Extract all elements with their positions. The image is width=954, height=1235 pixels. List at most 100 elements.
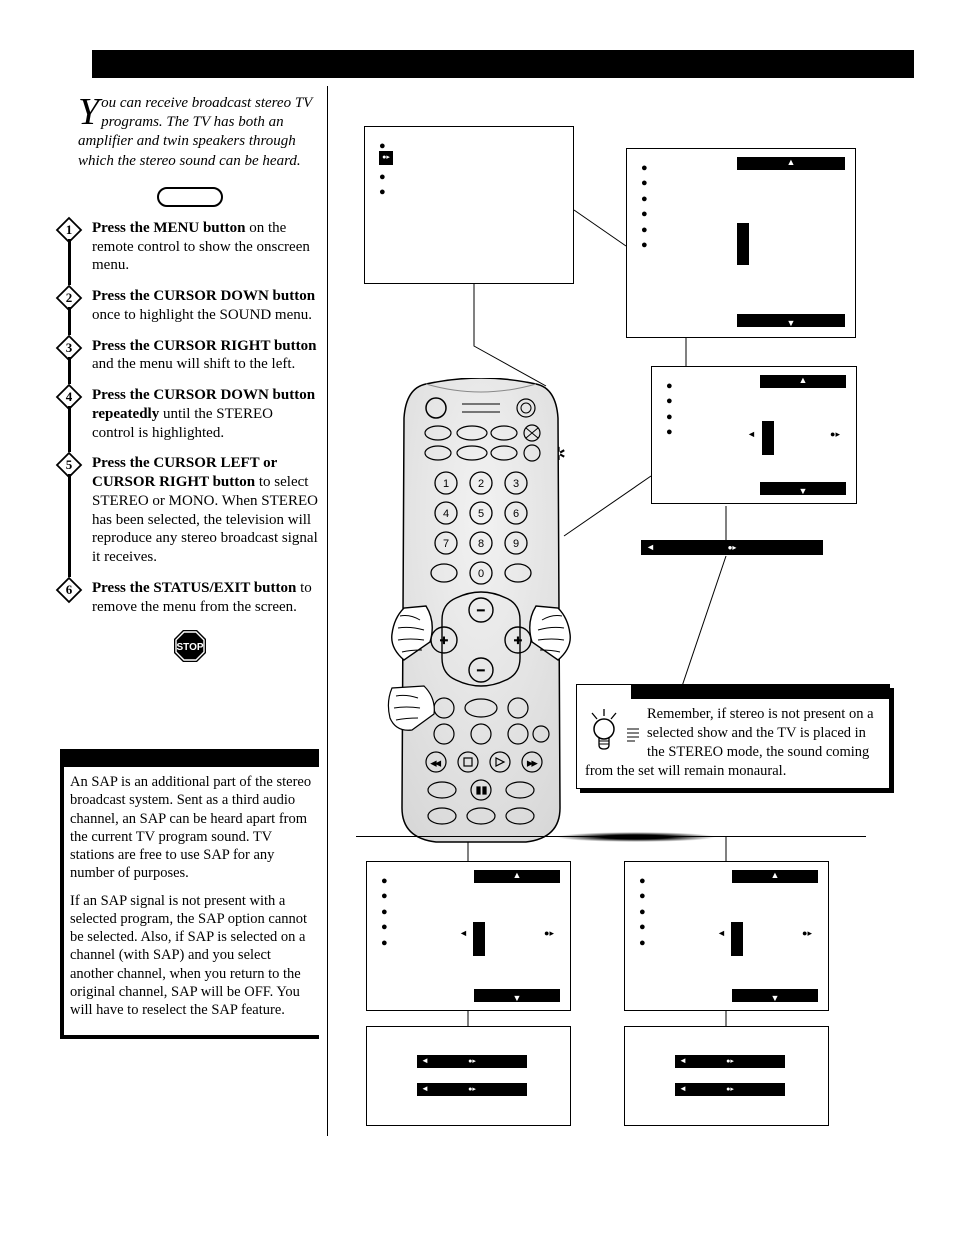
menu-screen-7: ◄ ●▸ ◄ ●▸ bbox=[624, 1026, 829, 1126]
menu-highlight-icon: ●▸ bbox=[379, 151, 393, 165]
speaker-icon bbox=[0, 0, 6, 35]
stereo-select-bar: ◄ ●▸ bbox=[641, 540, 823, 555]
figure: ●●●● ●▸ ●●●●●● ▲ ▼ ●●●● ▲ ▼ ◄ bbox=[346, 86, 914, 1136]
left-arrow-icon: ◄ bbox=[679, 1084, 687, 1093]
menu-footer-bar: ▼ bbox=[474, 989, 560, 1002]
svg-text:6: 6 bbox=[513, 508, 519, 520]
menu-screen-4: ●●●●● ▲ ▼ ◄ ●▸ bbox=[366, 861, 571, 1011]
menu-screen-3: ●●●● ▲ ▼ ◄ ●▸ bbox=[651, 366, 857, 504]
menu-screen-5: ●●●●● ▲ ▼ ◄ ●▸ bbox=[624, 861, 829, 1011]
sap-header-bar bbox=[64, 749, 319, 767]
step-bold: Press the CURSOR LEFT or CURSOR RIGHT bu… bbox=[92, 455, 277, 490]
intro-text: Y ou can receive broadcast stereo TV pro… bbox=[60, 86, 319, 183]
step-number-diamond: 6 bbox=[56, 577, 82, 603]
nav-dots: ●▸ bbox=[468, 1085, 476, 1093]
menu-footer-bar: ▼ bbox=[732, 989, 818, 1002]
svg-text:1: 1 bbox=[443, 478, 449, 490]
left-column: Y ou can receive broadcast stereo TV pro… bbox=[60, 86, 328, 1136]
intro-body: ou can receive broadcast stereo TV progr… bbox=[78, 95, 312, 169]
svg-text:+: + bbox=[514, 634, 522, 649]
lightbulb-icon bbox=[587, 709, 621, 759]
up-arrow-icon: ▲ bbox=[771, 870, 780, 880]
down-arrow-icon: ▼ bbox=[513, 993, 522, 1003]
nav-dots: ●▸ bbox=[468, 1057, 476, 1065]
menu-header-bar: ▲ bbox=[474, 870, 560, 883]
menu-header-bar: ▲ bbox=[737, 157, 845, 170]
svg-text:+: + bbox=[440, 634, 448, 649]
separator-line bbox=[356, 836, 866, 838]
step-3: 3 Press the CURSOR RIGHT button and the … bbox=[60, 333, 319, 383]
svg-text:4: 4 bbox=[443, 508, 449, 520]
svg-text:6: 6 bbox=[66, 582, 73, 597]
menu-screen-1: ●●●● ●▸ bbox=[364, 126, 574, 284]
menu-header-bar: ▲ bbox=[760, 375, 846, 388]
svg-text:−: − bbox=[477, 604, 485, 619]
left-arrow-icon: ◄ bbox=[421, 1084, 429, 1093]
step-bar bbox=[68, 239, 71, 285]
stop-icon: STOP bbox=[172, 628, 208, 669]
svg-text:1: 1 bbox=[66, 222, 73, 237]
menu-slider-track bbox=[473, 922, 485, 956]
nav-dots: ●▸ bbox=[382, 153, 390, 161]
svg-text:4: 4 bbox=[66, 389, 73, 404]
step-rest: and the menu will shift to the left. bbox=[92, 356, 295, 372]
up-arrow-icon: ▲ bbox=[799, 375, 808, 385]
step-rest: once to highlight the SOUND menu. bbox=[92, 307, 312, 323]
menu-row-bar: ◄ ●▸ bbox=[675, 1055, 785, 1068]
step-bar bbox=[68, 307, 71, 335]
left-arrow-icon: ◄ bbox=[717, 928, 726, 938]
note-lines-icon bbox=[625, 727, 641, 749]
step-6: 6 Press the STATUS/EXIT button to remove… bbox=[60, 575, 319, 625]
sap-box: An SAP is an additional part of the ster… bbox=[60, 749, 319, 1039]
down-arrow-icon: ▼ bbox=[771, 993, 780, 1003]
menu-row-bar: ◄ ●▸ bbox=[675, 1083, 785, 1096]
right-column: ●●●● ●▸ ●●●●●● ▲ ▼ ●●●● ▲ ▼ ◄ bbox=[346, 86, 914, 1136]
step-bold: Press the CURSOR RIGHT button bbox=[92, 338, 316, 354]
capsule-shape bbox=[157, 187, 223, 207]
step-bar bbox=[68, 406, 71, 452]
svg-text:3: 3 bbox=[513, 478, 519, 490]
down-arrow-icon: ▼ bbox=[787, 318, 796, 328]
step-2: 2 Press the CURSOR DOWN button once to h… bbox=[60, 283, 319, 333]
svg-text:3: 3 bbox=[66, 340, 73, 355]
dropcap: Y bbox=[78, 94, 101, 128]
step-bar bbox=[68, 474, 71, 577]
left-arrow-icon: ◄ bbox=[421, 1056, 429, 1065]
step-bold: Press the CURSOR DOWN button bbox=[92, 288, 315, 304]
svg-text:◂◂: ◂◂ bbox=[431, 758, 441, 768]
stop-row: STOP bbox=[60, 624, 319, 669]
left-arrow-icon: ◄ bbox=[747, 429, 756, 439]
steps-list: 1 Press the MENU button on the remote co… bbox=[60, 215, 319, 625]
svg-text:9: 9 bbox=[513, 538, 519, 550]
svg-text:2: 2 bbox=[66, 290, 73, 305]
menu-slider-track bbox=[737, 223, 749, 265]
remote-control: 1 2 3 4 5 6 7 8 9 0 bbox=[386, 378, 576, 853]
tip-box: Remember, if stereo is not present on a … bbox=[576, 684, 890, 789]
svg-text:0: 0 bbox=[478, 568, 484, 580]
up-arrow-icon: ▲ bbox=[787, 157, 796, 167]
nav-dots: ●▸ bbox=[726, 1085, 734, 1093]
nav-dots: ●▸ bbox=[728, 543, 737, 552]
menu-slider-track bbox=[731, 922, 743, 956]
svg-text:2: 2 bbox=[478, 478, 484, 490]
step-bold: Press the MENU button bbox=[92, 220, 245, 236]
nav-dots: ●▸ bbox=[802, 928, 812, 939]
left-arrow-icon: ◄ bbox=[646, 542, 655, 552]
left-arrow-icon: ◄ bbox=[459, 928, 468, 938]
menu-header-bar: ▲ bbox=[732, 870, 818, 883]
sap-paragraph-1: An SAP is an additional part of the ster… bbox=[70, 773, 313, 882]
nav-dots: ●▸ bbox=[726, 1057, 734, 1065]
svg-text:▸▸: ▸▸ bbox=[527, 758, 537, 768]
menu-screen-2: ●●●●●● ▲ ▼ bbox=[626, 148, 856, 338]
menu-row-bar: ◄ ●▸ bbox=[417, 1055, 527, 1068]
menu-slider-track bbox=[762, 421, 774, 455]
svg-text:8: 8 bbox=[478, 538, 484, 550]
sap-paragraph-2: If an SAP signal is not present with a s… bbox=[70, 892, 313, 1019]
svg-text:STOP: STOP bbox=[176, 642, 203, 653]
menu-footer-bar: ▼ bbox=[737, 314, 845, 327]
left-arrow-icon: ◄ bbox=[679, 1056, 687, 1065]
step-bar bbox=[68, 357, 71, 385]
step-4: 4 Press the CURSOR DOWN button repeatedl… bbox=[60, 382, 319, 450]
svg-text:5: 5 bbox=[478, 508, 484, 520]
nav-dots: ●▸ bbox=[830, 429, 840, 440]
